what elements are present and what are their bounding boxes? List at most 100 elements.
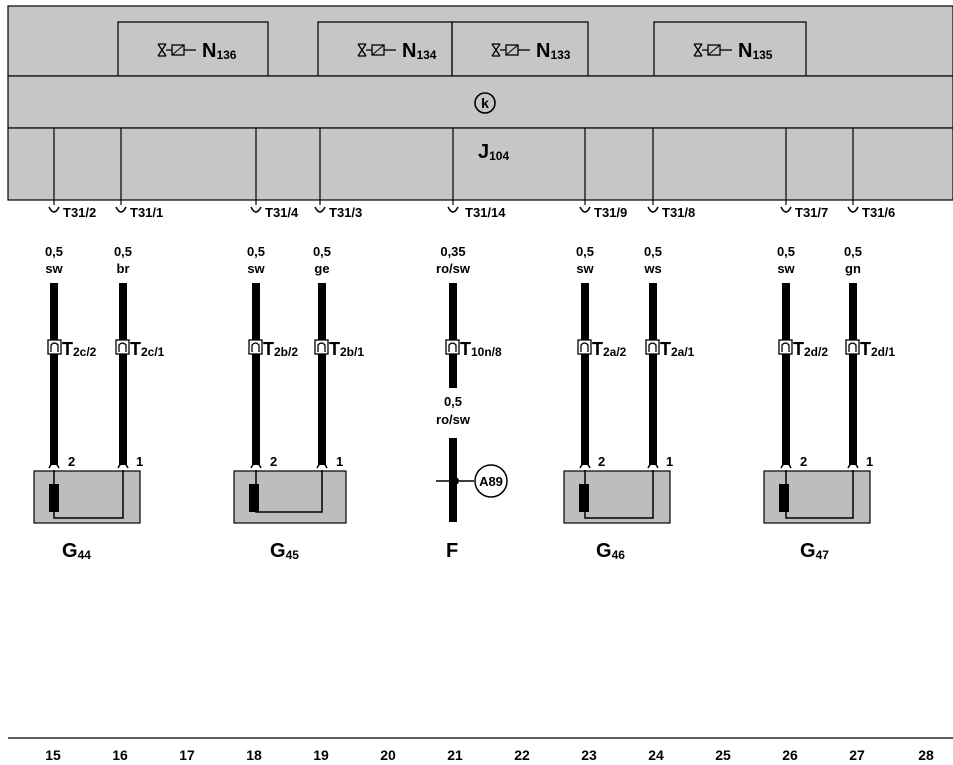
svg-text:G44: G44 [62,540,91,562]
svg-text:2: 2 [800,454,807,469]
plug-connector-icon [778,339,793,355]
connectors: T2c/2 T2c/1 T2b/2 T2b/1 T10n/8 T2a/2 T2a… [47,339,895,359]
pin: T31/8 [647,205,695,220]
solenoid-valve-icon [491,43,530,57]
connector: T2c/1 [115,339,165,359]
sensor-pins: 2 1 2 1 2 1 2 1 [48,454,873,469]
valve-name: N [402,40,416,62]
svg-text:1: 1 [136,454,143,469]
wire-size: 0,35 [440,244,465,259]
pin-connector-icon [250,462,262,469]
pin-connector-icon [48,206,60,213]
svg-text:N136: N136 [202,40,237,62]
valve-name: N [202,40,216,62]
wire-color: ro/sw [436,261,471,276]
wire-color: ws [643,261,661,276]
svg-text:T2c/1: T2c/1 [130,339,165,359]
svg-text:T2d/2: T2d/2 [793,339,828,359]
connector: T2a/2 [577,339,627,359]
pin: T31/3 [314,205,362,220]
svg-text:T2a/1: T2a/1 [660,339,695,359]
wire-size: 0,5 [45,244,63,259]
connector: T2b/1 [314,339,364,359]
pin-connector-icon [647,462,659,469]
pin-connector-icon [780,206,792,213]
module-internal-lines [53,128,854,205]
valve-sub: 134 [416,48,436,62]
sensor-g45: G45 [233,470,347,562]
svg-text:1: 1 [336,454,343,469]
svg-text:2: 2 [68,454,75,469]
ground-point-icon [474,464,508,498]
valve-sub: 133 [550,48,570,62]
svg-text:T2d/1: T2d/1 [860,339,895,359]
ground-connection: A89 F [436,464,508,562]
svg-text:T2b/1: T2b/1 [329,339,364,359]
valve-sub: 135 [752,48,772,62]
pin: T31/4 [250,205,299,220]
wire-size: 0,5 [777,244,795,259]
pin-connector-icon [314,206,326,213]
wire-color: ge [314,261,329,276]
plug-connector-icon [577,339,592,355]
pin-connector-icon [250,206,262,213]
sensor-g44: G44 [33,470,141,562]
pin: T31/6 [847,205,895,220]
pin-connector-icon [780,462,792,469]
svg-text:25: 25 [715,747,731,763]
svg-text:27: 27 [849,747,865,763]
module-name: J104 [478,141,509,163]
pin-connector-icon [847,462,859,469]
column-numbers: 15 16 17 18 19 20 21 22 23 24 25 26 27 2… [45,747,934,763]
plug-connector-icon [47,339,62,355]
wire-size: 0,5 [644,244,662,259]
svg-text:T10n/8: T10n/8 [460,339,502,359]
svg-text:T31/6: T31/6 [862,205,895,220]
sensor-g47: G47 [763,470,871,562]
module-middle-band [7,75,953,129]
svg-text:T31/9: T31/9 [594,205,627,220]
wire-color: sw [247,261,265,276]
svg-text:24: 24 [648,747,664,763]
svg-text:G45: G45 [270,540,299,562]
wire-color: sw [576,261,594,276]
svg-text:2: 2 [598,454,605,469]
svg-text:1: 1 [866,454,873,469]
wire-color: sw [777,261,795,276]
connector: T10n/8 [445,339,502,359]
svg-text:ro/sw: ro/sw [436,412,471,427]
svg-text:T31/1: T31/1 [130,205,163,220]
ground-label: A89 [479,474,503,489]
pin-connector-icon [647,206,659,213]
pin: T31/7 [780,205,828,220]
wire-color: sw [45,261,63,276]
svg-text:T2a/2: T2a/2 [592,339,627,359]
pin-connector-icon [447,206,459,213]
module-symbol-letter: k [481,95,489,111]
module-top-band [7,5,953,77]
sensor-g46: G46 [563,470,671,562]
connector: T2c/2 [47,339,97,359]
svg-text:N134: N134 [402,40,437,62]
svg-text:19: 19 [313,747,329,763]
pin: T31/14 [447,205,506,220]
plug-connector-icon [115,339,130,355]
control-unit-symbol-icon [474,92,496,114]
wire-size: 0,5 [844,244,862,259]
wires [50,283,857,522]
svg-text:1: 1 [666,454,673,469]
svg-text:T31/3: T31/3 [329,205,362,220]
svg-text:21: 21 [447,747,463,763]
svg-text:26: 26 [782,747,798,763]
wire-size: 0,5 [313,244,331,259]
svg-text:2: 2 [270,454,277,469]
pin-connector-icon [847,206,859,213]
plug-connector-icon [845,339,860,355]
wire-size: 0,5 [114,244,132,259]
wire-size: 0,5 [576,244,594,259]
solenoid-valve-icon [693,43,732,57]
svg-text:T31/14: T31/14 [465,205,506,220]
pin: T31/9 [579,205,627,220]
svg-text:T31/2: T31/2 [63,205,96,220]
